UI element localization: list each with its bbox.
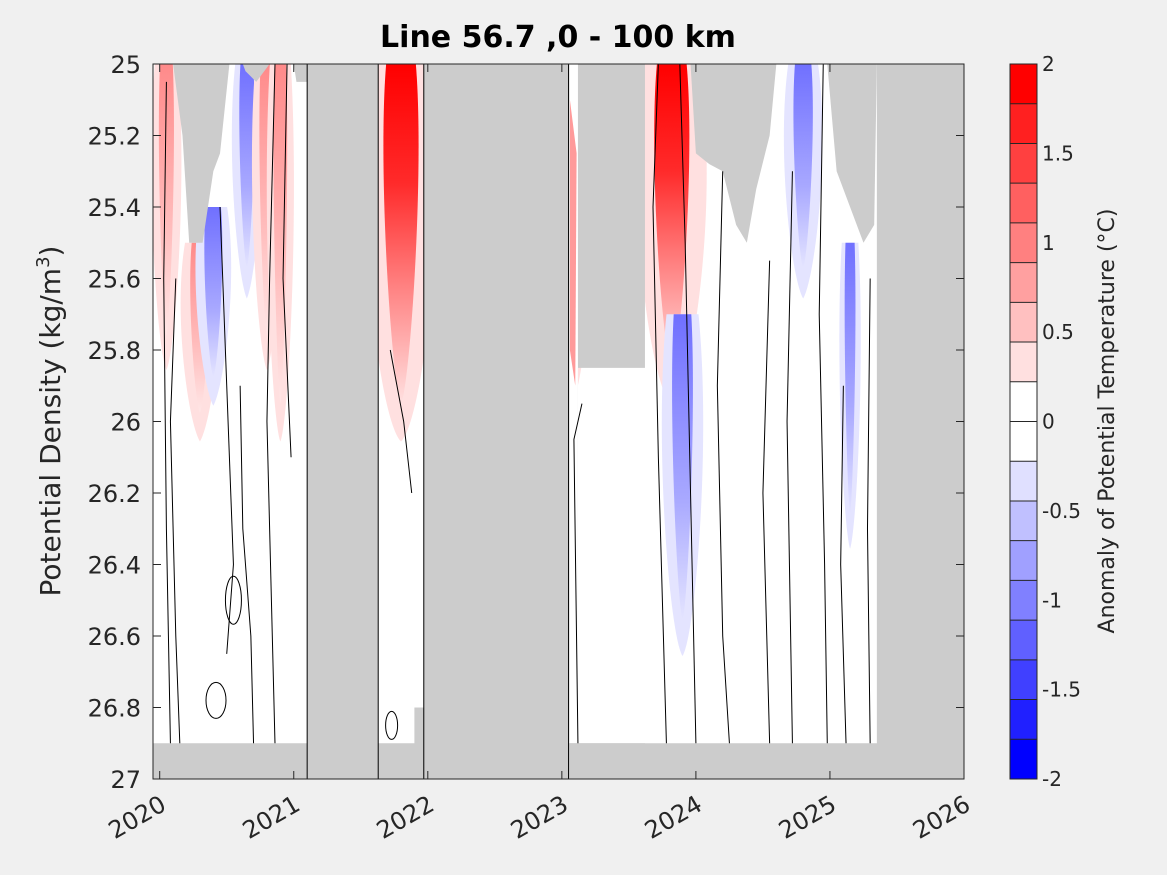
contour-line (652, 64, 667, 744)
no-data-surface (690, 64, 777, 243)
contour-line (219, 206, 234, 654)
anomaly-band-core (672, 314, 693, 620)
colorbar-swatch (1010, 461, 1037, 502)
colorbar-frame (1009, 63, 1038, 780)
contour-line (266, 64, 276, 744)
colorbar: 2 1.5 1 0.5 0 -0.5 -1 -1.5 -2 (1009, 52, 1081, 791)
colorbar-label: Anomaly of Potential Temperature (°C) (1095, 209, 1120, 634)
colorbar-swatch (1010, 342, 1037, 383)
x-tick-label: 2026 (908, 790, 975, 845)
no-data-span (568, 64, 645, 779)
colorbar-swatch (1010, 739, 1037, 780)
contour-line (282, 64, 292, 458)
colorbar-tick-label: -1 (1042, 588, 1062, 612)
anomaly-band-core (793, 64, 813, 268)
zero-contours (163, 64, 871, 744)
colorbar-tick-label: 2 (1042, 52, 1055, 76)
anomaly-band-core (239, 64, 255, 268)
y-tick-label: 26 (110, 409, 141, 437)
no-data-surface (153, 64, 230, 243)
colorbar-swatch (1010, 580, 1037, 621)
contour-line (679, 64, 697, 744)
no-data-span (423, 64, 569, 779)
colorbar-swatch (1010, 540, 1037, 581)
anomaly-band-core (844, 242, 856, 515)
colorbar-swatch (1010, 421, 1037, 462)
colorbar-swatch (1010, 302, 1037, 343)
contour-line (716, 171, 730, 744)
colorbar-tick-label: -2 (1042, 767, 1062, 791)
anomaly-band-core (383, 64, 419, 404)
contour-line (573, 403, 583, 744)
colorbar-swatch (1010, 183, 1037, 224)
y-tick-label: 26.4 (88, 552, 141, 580)
colorbar-tick-label: -0.5 (1042, 499, 1081, 523)
contour-line (169, 278, 181, 744)
anomaly-band-core (204, 207, 223, 377)
y-tick-label: 26.6 (88, 623, 141, 651)
y-axis: 25 25.2 25.4 25.6 25.8 26 26.2 26.4 26.6 26.8 27 (88, 51, 964, 794)
contour-loop (224, 575, 242, 625)
no-data-span (876, 64, 964, 779)
colorbar-swatch (1010, 64, 1037, 105)
contour-loop (205, 681, 227, 719)
colorbar-swatch (1010, 381, 1037, 422)
data-strip (569, 64, 578, 744)
contour-line (239, 385, 255, 744)
x-tick-label: 2020 (104, 790, 171, 845)
contour-line (163, 81, 171, 744)
colorbar-swatch (1010, 103, 1037, 144)
y-tick-label: 26.8 (88, 695, 141, 723)
colorbar-tick-label: 0.5 (1042, 320, 1074, 344)
y-tick-label: 25.2 (88, 123, 141, 151)
y-tick-label: 25.4 (88, 194, 141, 222)
anomaly-band-core (158, 64, 174, 336)
colorbar-swatch (1010, 143, 1037, 184)
x-tick-label: 2022 (372, 790, 439, 845)
y-axis-label-close: ) (34, 246, 67, 257)
colorbar-tick-label: 0 (1042, 410, 1055, 434)
y-axis-label-sup: 3 (33, 256, 54, 267)
contour-line (389, 349, 413, 494)
anomaly-band-core (273, 64, 288, 404)
y-tick-label: 25.6 (88, 266, 141, 294)
colorbar-swatch (1010, 620, 1037, 661)
colorbar-swatch (1010, 500, 1037, 542)
x-tick-label: 2025 (774, 790, 841, 845)
x-tick-label: 2023 (506, 790, 573, 845)
no-data-surface (827, 64, 877, 243)
contour-line (762, 260, 771, 744)
y-axis-label: Potential Density (kg/m3) (33, 246, 67, 597)
y-tick-label: 25.8 (88, 337, 141, 365)
no-data-span (307, 64, 379, 779)
anomaly-band-core (569, 99, 577, 386)
colorbar-tick-label: 1.5 (1042, 141, 1074, 165)
colorbar-tick-label: 1 (1042, 231, 1055, 255)
contour-line (866, 278, 871, 744)
y-tick-label: 27 (110, 766, 141, 794)
contour-line (840, 385, 847, 744)
y-tick-label: 25 (110, 51, 141, 79)
contour-line (786, 171, 793, 744)
colorbar-tick-label: -1.5 (1042, 678, 1081, 702)
no-data-deep (153, 743, 964, 779)
contour-loop (385, 710, 399, 740)
x-tick-label: 2024 (640, 790, 707, 845)
y-tick-label: 26.2 (88, 480, 141, 508)
anomaly-field (153, 64, 861, 656)
contour-line (818, 64, 828, 744)
anomaly-band-core (654, 64, 690, 370)
no-data-surface (242, 64, 270, 82)
no-data-surface (293, 64, 308, 82)
chart-title: Line 56.7 ,0 - 100 km (380, 20, 736, 55)
x-tick-label: 2021 (238, 790, 305, 845)
colorbar-swatch (1010, 262, 1037, 303)
colorbar-swatch (1010, 659, 1037, 701)
no-data-deep (414, 707, 424, 779)
colorbar-swatch (1010, 222, 1037, 264)
colorbar-swatch (1010, 699, 1037, 740)
no-data-regions (153, 64, 964, 779)
